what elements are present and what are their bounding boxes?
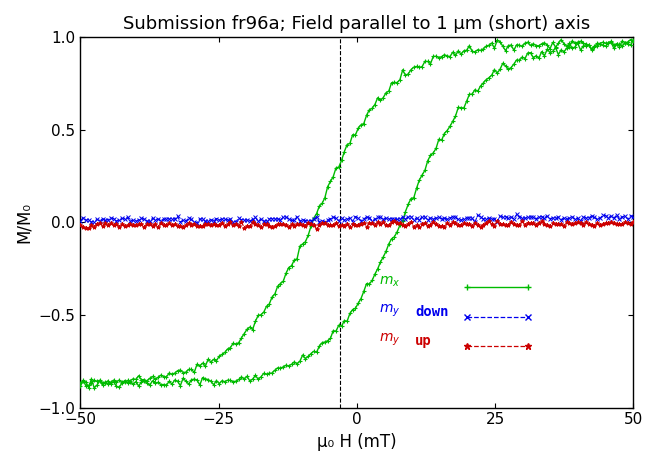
Title: Submission fr96a; Field parallel to 1 μm (short) axis: Submission fr96a; Field parallel to 1 μm… [123, 15, 590, 33]
Text: $m_x$: $m_x$ [379, 274, 400, 289]
Y-axis label: M/M₀: M/M₀ [15, 202, 33, 243]
Text: $m_y$: $m_y$ [379, 302, 400, 319]
Text: up: up [415, 334, 432, 349]
Text: $m_y$: $m_y$ [379, 332, 400, 349]
Text: down: down [415, 305, 448, 319]
X-axis label: μ₀ H (mT): μ₀ H (mT) [317, 433, 397, 451]
